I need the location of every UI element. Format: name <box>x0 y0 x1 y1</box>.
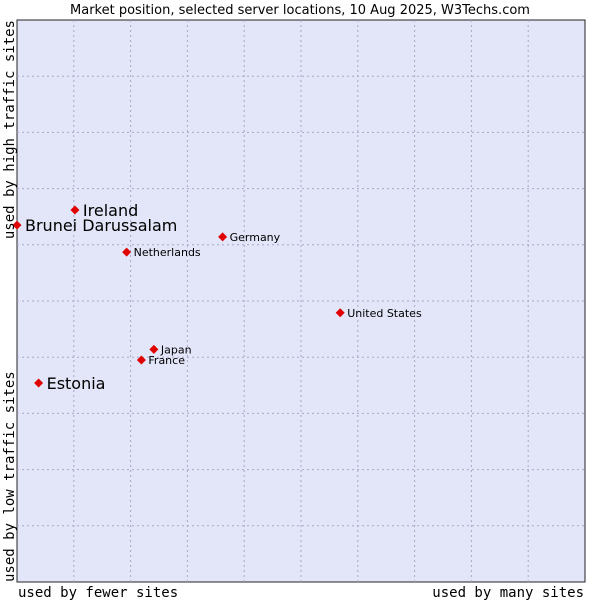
x-axis-label-left: used by fewer sites <box>18 585 178 600</box>
data-label-estonia: Estonia <box>47 374 106 393</box>
x-axis-label-right: used by many sites <box>432 585 584 600</box>
data-point-japan <box>149 344 159 354</box>
grid-lines <box>17 20 585 582</box>
y-axis-label-top: used by high traffic sites <box>2 20 18 239</box>
data-point-ireland <box>70 205 80 215</box>
data-point-brunei-darussalam <box>12 220 22 230</box>
y-axis-label-bottom: used by low traffic sites <box>2 371 18 582</box>
data-point-netherlands <box>122 247 132 257</box>
data-label-netherlands: Netherlands <box>134 246 201 259</box>
data-point-estonia <box>34 378 44 388</box>
data-point-france <box>136 355 146 365</box>
data-point-germany <box>218 232 228 242</box>
data-label-brunei-darussalam: Brunei Darussalam <box>25 216 177 235</box>
data-label-france: France <box>148 354 185 367</box>
chart-title: Market position, selected server locatio… <box>70 3 530 18</box>
data-label-germany: Germany <box>230 231 281 244</box>
data-label-united-states: United States <box>347 307 422 320</box>
data-label-japan: Japan <box>160 343 192 356</box>
data-point-united-states <box>335 308 345 318</box>
data-label-ireland: Ireland <box>83 201 138 220</box>
